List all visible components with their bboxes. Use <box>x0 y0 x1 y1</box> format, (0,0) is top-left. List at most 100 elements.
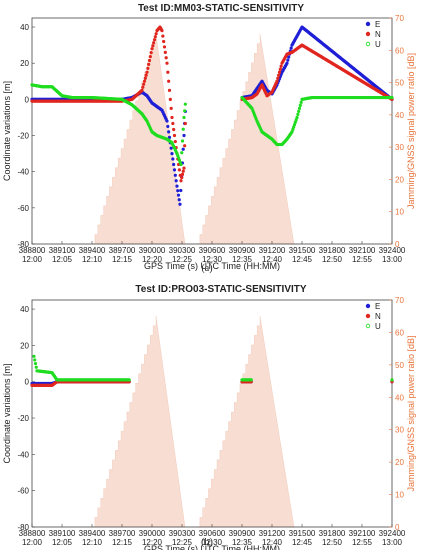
x-tick-utc-label: 12:25 <box>172 538 193 547</box>
data-point-E <box>173 173 177 177</box>
data-point-N <box>171 121 175 126</box>
data-point-E <box>167 135 172 139</box>
data-point-N <box>146 66 150 70</box>
data-point-U <box>296 112 300 117</box>
y-tick-label: 0 <box>25 95 30 104</box>
y-tick-label: -20 <box>17 414 29 423</box>
legend-label-N: N <box>375 312 381 321</box>
data-point-N <box>180 175 184 180</box>
legend-label-U: U <box>375 322 381 331</box>
data-point-U <box>183 109 187 113</box>
data-point-U <box>297 109 301 114</box>
x-tick-gps-label: 389400 <box>79 529 106 538</box>
data-point-E <box>289 46 293 50</box>
x-tick-utc-label: 12:05 <box>52 538 73 547</box>
data-point-N <box>160 29 164 33</box>
y2-tick-label: 0 <box>395 240 400 249</box>
data-point-N <box>172 127 176 132</box>
series-U <box>32 354 394 382</box>
x-tick-utc-label: 12:10 <box>82 255 103 264</box>
y2-tick-label: 20 <box>395 175 404 184</box>
data-point-N <box>152 41 156 45</box>
x-tick-gps-label: 390600 <box>199 529 226 538</box>
x-tick-utc-label: 12:35 <box>232 538 253 547</box>
x-tick-gps-label: 389400 <box>79 246 106 255</box>
x-tick-utc-label: 12:30 <box>202 255 223 264</box>
data-point-N <box>147 62 151 67</box>
data-point-N <box>168 97 172 101</box>
data-point-E <box>181 147 185 151</box>
x-tick-gps-label: 391200 <box>259 529 286 538</box>
data-point-U <box>298 103 302 107</box>
x-tick-utc-label: 13:00 <box>382 538 403 547</box>
x-tick-utc-label: 12:20 <box>142 255 163 264</box>
data-point-E <box>287 55 291 59</box>
y-tick-label: 40 <box>20 305 29 314</box>
data-point-U <box>33 358 37 362</box>
y-tick-label: -40 <box>17 450 29 459</box>
x-tick-utc-label: 12:45 <box>292 255 313 264</box>
data-point-E <box>176 189 180 193</box>
data-point-U <box>299 100 303 104</box>
data-point-N <box>151 44 155 48</box>
data-point-U <box>249 378 253 382</box>
data-point-N <box>164 56 168 60</box>
y-tick-label: 40 <box>20 23 29 32</box>
data-point-N <box>182 166 186 170</box>
x-tick-utc-label: 12:50 <box>322 538 343 547</box>
series-U <box>30 83 394 167</box>
y-tick-label: -20 <box>17 132 29 141</box>
legend-marker-U <box>365 323 371 329</box>
legend-box <box>362 19 386 51</box>
data-point-N <box>163 50 167 54</box>
data-point-N <box>167 88 172 92</box>
data-point-N <box>162 45 167 49</box>
x-tick-utc-label: 12:55 <box>352 538 373 547</box>
data-point-E <box>170 152 174 156</box>
data-point-N <box>152 38 157 42</box>
x-tick-gps-label: 390000 <box>139 529 166 538</box>
panel-b-caption: (b) <box>201 537 213 548</box>
y2-tick-label: 10 <box>395 208 404 217</box>
x-tick-utc-label: 12:00 <box>22 538 43 547</box>
data-point-N <box>279 64 283 68</box>
data-point-N <box>145 70 149 74</box>
x-tick-utc-label: 12:50 <box>322 255 343 264</box>
x-tick-gps-label: 392100 <box>349 529 376 538</box>
data-point-N <box>170 115 174 120</box>
data-point-E <box>166 124 170 129</box>
y2-tick-label: 10 <box>395 491 404 500</box>
data-point-E <box>171 157 175 161</box>
y2-tick-label: 60 <box>395 328 404 337</box>
data-point-U <box>297 106 302 110</box>
data-point-U <box>181 127 185 131</box>
panel-b-title: Test ID:PRO03-STATIC-SENSITIVITY <box>135 284 306 295</box>
data-point-N <box>148 54 152 59</box>
panel-b: Test ID:PRO03-STATIC-SENSITIVITY (b) 40 2… <box>2 284 416 550</box>
data-point-U <box>290 130 294 134</box>
data-point-E <box>172 168 177 172</box>
legend-marker-E <box>365 303 371 309</box>
panel-a-title: Test ID:MM03-STATIC-SENSITIVITY <box>138 3 304 14</box>
x-tick-gps-label: 391500 <box>289 246 316 255</box>
data-point-E <box>178 202 182 206</box>
x-tick-gps-label: 389100 <box>49 529 76 538</box>
x-tick-utc-label: 12:00 <box>22 255 43 264</box>
data-point-U <box>34 365 38 369</box>
x-tick-gps-label: 388800 <box>19 529 46 538</box>
data-point-N <box>142 82 146 86</box>
data-point-N <box>143 76 147 80</box>
y2-tick-label: 40 <box>395 393 404 402</box>
x-tick-utc-label: 12:25 <box>172 255 193 264</box>
data-point-N <box>183 144 187 148</box>
series-E <box>30 25 394 206</box>
legend-marker-U <box>365 41 371 47</box>
y-tick-label: 20 <box>20 59 29 68</box>
x-tick-gps-label: 391800 <box>319 529 346 538</box>
data-point-N <box>180 172 185 176</box>
data-point-N <box>147 58 152 63</box>
jamming-area-1 <box>197 34 295 245</box>
data-point-E <box>179 188 183 193</box>
x-tick-gps-label: 389700 <box>109 246 136 255</box>
